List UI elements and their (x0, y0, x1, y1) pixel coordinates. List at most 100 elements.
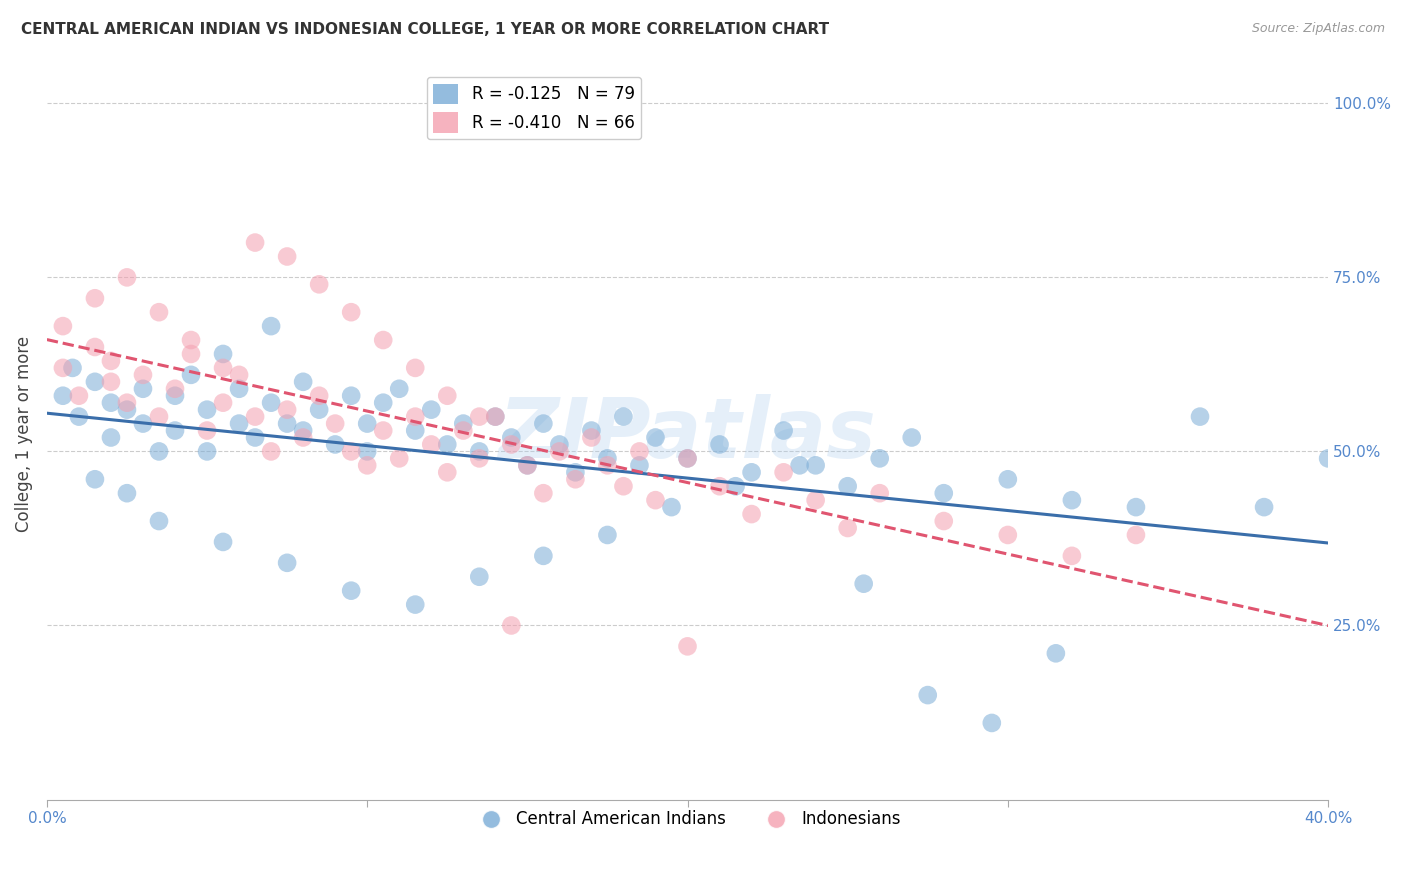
Point (100, 354, 122, 368)
Point (1253, 500, 1275, 515)
Point (709, 479, 731, 493)
Point (548, 444, 571, 458)
Point (789, 458, 811, 473)
Point (195, 444, 218, 458)
Point (373, 333, 395, 347)
Point (804, 493, 827, 508)
Text: Source: ZipAtlas.com: Source: ZipAtlas.com (1251, 22, 1385, 36)
Point (373, 424, 395, 438)
Point (596, 458, 619, 473)
Point (453, 417, 475, 431)
Point (243, 409, 266, 424)
Point (676, 451, 699, 466)
Point (212, 535, 235, 549)
Point (741, 507, 763, 521)
Point (228, 417, 250, 431)
Legend: Central American Indians, Indonesians: Central American Indians, Indonesians (468, 804, 907, 835)
Point (84, 472, 107, 486)
Point (564, 465, 586, 479)
Point (453, 424, 475, 438)
Point (228, 382, 250, 396)
Point (917, 688, 939, 702)
Point (804, 458, 827, 473)
Point (468, 409, 491, 424)
Point (356, 444, 378, 458)
Point (212, 347, 235, 361)
Point (900, 430, 922, 444)
Point (260, 444, 283, 458)
Point (212, 395, 235, 409)
Text: CENTRAL AMERICAN INDIAN VS INDONESIAN COLLEGE, 1 YEAR OR MORE CORRELATION CHART: CENTRAL AMERICAN INDIAN VS INDONESIAN CO… (21, 22, 830, 37)
Point (596, 451, 619, 466)
Point (1060, 493, 1083, 508)
Point (869, 451, 891, 466)
Point (84, 291, 107, 305)
Point (676, 640, 699, 654)
Point (997, 472, 1019, 486)
Point (356, 417, 378, 431)
Point (340, 389, 363, 403)
Point (420, 402, 443, 417)
Point (531, 486, 554, 500)
Point (404, 424, 426, 438)
Point (100, 375, 122, 389)
Point (932, 486, 955, 500)
Point (709, 437, 731, 451)
Point (115, 395, 138, 409)
Point (772, 465, 794, 479)
Point (548, 437, 571, 451)
Point (148, 514, 170, 528)
Point (180, 368, 202, 382)
Point (628, 444, 651, 458)
Point (531, 417, 554, 431)
Point (260, 319, 283, 334)
Point (468, 451, 491, 466)
Point (1045, 646, 1067, 660)
Point (741, 465, 763, 479)
Point (276, 402, 298, 417)
Point (581, 424, 603, 438)
Point (644, 430, 666, 444)
Point (243, 235, 266, 250)
Point (373, 395, 395, 409)
Point (581, 430, 603, 444)
Point (340, 444, 363, 458)
Point (356, 458, 378, 473)
Point (132, 368, 155, 382)
Point (115, 402, 138, 417)
Point (163, 389, 186, 403)
Point (837, 479, 859, 493)
Point (115, 270, 138, 285)
Point (84, 340, 107, 354)
Point (644, 493, 666, 508)
Point (228, 368, 250, 382)
Point (724, 479, 747, 493)
Point (388, 382, 411, 396)
Point (212, 360, 235, 375)
Point (308, 277, 330, 292)
Point (308, 389, 330, 403)
Point (516, 458, 538, 473)
Point (869, 486, 891, 500)
Point (308, 402, 330, 417)
Point (436, 437, 458, 451)
Point (148, 305, 170, 319)
Point (292, 375, 315, 389)
Point (628, 458, 651, 473)
Point (612, 409, 634, 424)
Point (484, 409, 506, 424)
Point (501, 430, 523, 444)
Point (100, 430, 122, 444)
Point (52, 389, 75, 403)
Point (997, 528, 1019, 542)
Point (516, 458, 538, 473)
Point (163, 424, 186, 438)
Point (932, 514, 955, 528)
Point (148, 444, 170, 458)
Point (404, 360, 426, 375)
Point (340, 583, 363, 598)
Point (501, 437, 523, 451)
Point (195, 424, 218, 438)
Point (436, 389, 458, 403)
Point (276, 250, 298, 264)
